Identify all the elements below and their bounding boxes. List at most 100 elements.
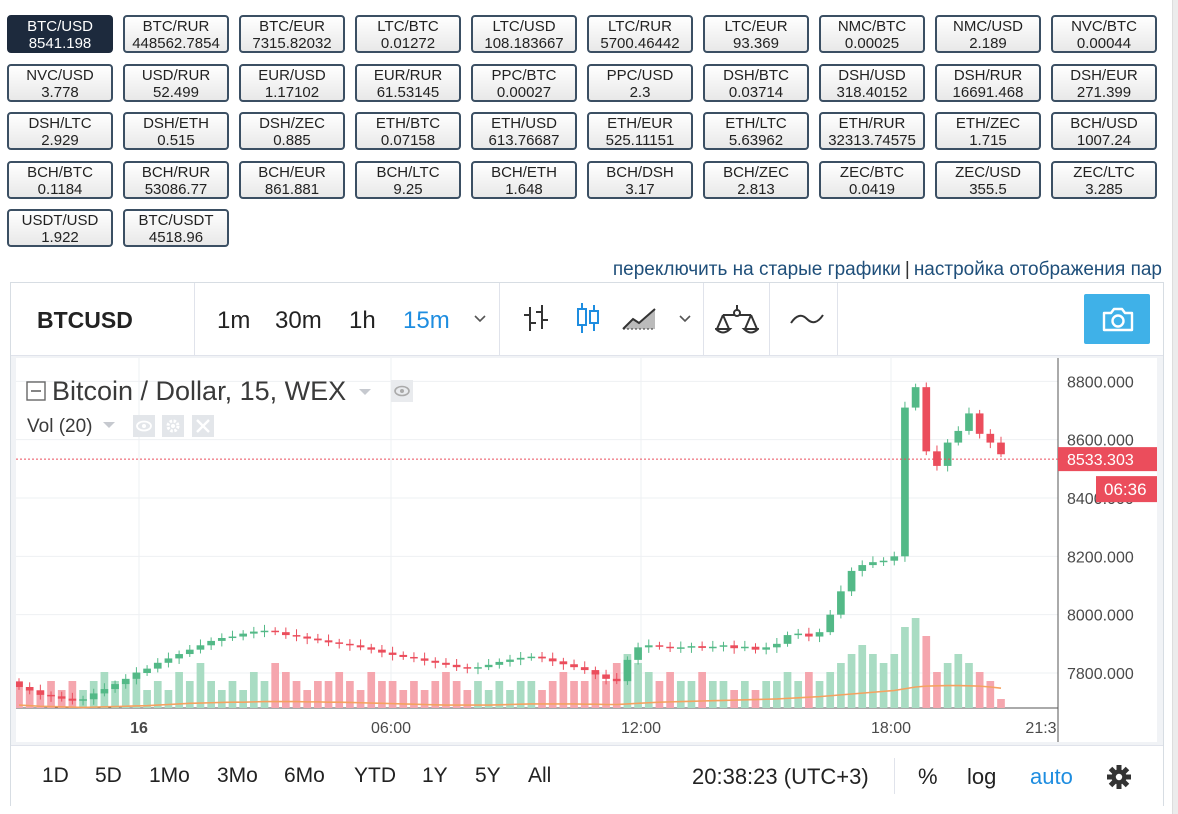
pair-button-bch-usd[interactable]: BCH/USD 1007.24 (1051, 112, 1157, 151)
pair-button-nvc-btc[interactable]: NVC/BTC 0.00044 (1051, 15, 1157, 53)
bar-style-icon[interactable] (521, 303, 551, 335)
snapshot-button[interactable] (1084, 294, 1150, 344)
volume-menu-chevron-down-icon[interactable] (102, 420, 116, 430)
auto-scale-toggle[interactable]: auto (1030, 764, 1073, 789)
interval-1m[interactable]: 1m (217, 307, 251, 334)
pair-button-btc-usdt[interactable]: BTC/USDT 4518.96 (123, 209, 229, 248)
range-all[interactable]: All (528, 764, 552, 787)
pair-button-zec-ltc[interactable]: ZEC/LTC 3.285 (1051, 160, 1157, 199)
pair-button-bch-eur[interactable]: BCH/EUR 861.881 (239, 160, 345, 199)
pair-rate: 3.778 (41, 83, 79, 101)
volume-bar (922, 636, 931, 708)
volume-settings-gear-icon[interactable] (162, 415, 185, 437)
time-tick-label: 12:00 (621, 720, 661, 737)
pair-button-eur-usd[interactable]: EUR/USD 1.17102 (239, 63, 345, 102)
series-menu-chevron-down-icon[interactable] (358, 387, 372, 397)
interval-15m[interactable]: 15m (403, 307, 450, 334)
indicators-icon[interactable] (789, 307, 825, 331)
pair-button-eur-rur[interactable]: EUR/RUR 61.53145 (355, 63, 461, 102)
volume-bar (676, 681, 685, 708)
range-1d[interactable]: 1D (42, 764, 69, 787)
pair-button-eth-usd[interactable]: ETH/USD 613.76687 (471, 112, 577, 151)
volume-bar (591, 672, 600, 708)
volume-bar (890, 654, 899, 708)
pair-rate: 4518.96 (148, 229, 204, 247)
candle-body (16, 681, 23, 687)
pair-button-eth-ltc[interactable]: ETH/LTC 5.63962 (703, 112, 809, 151)
pair-rate: 0.1184 (37, 180, 83, 198)
log-toggle[interactable]: log (967, 764, 997, 789)
chart-style-chevron-down-icon[interactable] (677, 311, 693, 327)
range-1y[interactable]: 1Y (422, 764, 448, 787)
pair-button-bch-btc[interactable]: BCH/BTC 0.1184 (7, 160, 113, 199)
pair-button-ltc-btc[interactable]: LTC/BTC 0.01272 (355, 15, 461, 53)
interval-1h[interactable]: 1h (349, 307, 376, 334)
candle-body (335, 642, 344, 644)
pair-button-dsh-zec[interactable]: DSH/ZEC 0.885 (239, 112, 345, 151)
pair-button-bch-rur[interactable]: BCH/RUR 53086.77 (123, 160, 229, 199)
pair-button-btc-usd[interactable]: BTC/USD 8541.198 (7, 15, 113, 53)
pair-rate: 1.17102 (264, 83, 320, 101)
pair-button-eth-btc[interactable]: ETH/BTC 0.07158 (355, 112, 461, 151)
pair-button-bch-eth[interactable]: BCH/ETH 1.648 (471, 160, 577, 199)
compare-icon[interactable] (715, 301, 759, 337)
pair-button-dsh-eth[interactable]: DSH/ETH 0.515 (123, 112, 229, 151)
pair-button-ltc-rur[interactable]: LTC/RUR 5700.46442 (587, 15, 693, 53)
candle-body (847, 570, 856, 592)
interval-chevron-down-icon[interactable] (472, 311, 488, 327)
pair-button-usd-rur[interactable]: USD/RUR 52.499 (123, 63, 229, 102)
volume-bar (933, 672, 941, 708)
pair-button-nmc-usd[interactable]: NMC/USD 2.189 (935, 15, 1041, 53)
camera-icon (1102, 307, 1134, 332)
pair-button-eth-rur[interactable]: ETH/RUR 32313.74575 (819, 112, 925, 151)
price-chart[interactable]: 7800.0008000.0008200.0008400.0008600.000… (16, 358, 1157, 742)
pair-button-bch-zec[interactable]: BCH/ZEC 2.813 (703, 160, 809, 199)
range-ytd[interactable]: YTD (354, 764, 396, 787)
area-style-icon[interactable] (621, 305, 659, 333)
range-5y[interactable]: 5Y (475, 764, 501, 787)
symbol-label[interactable]: BTCUSD (37, 307, 133, 333)
display-settings-link[interactable]: настройка отображения пар (913, 259, 1162, 280)
pair-button-dsh-usd[interactable]: DSH/USD 318.40152 (819, 63, 925, 102)
interval-30m[interactable]: 30m (275, 307, 322, 334)
old-charts-link[interactable]: переключить на старые графики (612, 259, 901, 280)
pair-button-ppc-usd[interactable]: PPC/USD 2.3 (587, 63, 693, 102)
hide-volume-eye-icon[interactable] (133, 415, 156, 437)
pair-button-ltc-usd[interactable]: LTC/USD 108.183667 (471, 15, 577, 53)
range-3mo[interactable]: 3Mo (217, 764, 258, 787)
range-6mo[interactable]: 6Mo (284, 764, 325, 787)
volume-bar (666, 672, 674, 708)
range-1mo[interactable]: 1Mo (149, 764, 190, 787)
pair-button-dsh-eur[interactable]: DSH/EUR 271.399 (1051, 63, 1157, 102)
range-5d[interactable]: 5D (95, 764, 122, 787)
pair-button-eth-eur[interactable]: ETH/EUR 525.11151 (587, 112, 693, 151)
pair-name: ETH/USD (491, 115, 557, 133)
volume-bar (335, 672, 344, 708)
pair-button-zec-btc[interactable]: ZEC/BTC 0.0419 (819, 160, 925, 199)
pair-button-dsh-ltc[interactable]: DSH/LTC 2.929 (7, 112, 113, 151)
pair-button-ltc-eur[interactable]: LTC/EUR 93.369 (703, 15, 809, 53)
chart-canvas[interactable]: 7800.0008000.0008200.0008400.0008600.000… (16, 358, 1157, 742)
candle-style-icon[interactable] (573, 301, 603, 335)
candle-body (484, 664, 493, 668)
pair-button-dsh-rur[interactable]: DSH/RUR 16691.468 (935, 63, 1041, 102)
pair-button-usdt-usd[interactable]: USDT/USD 1.922 (7, 209, 113, 248)
pair-button-dsh-btc[interactable]: DSH/BTC 0.03714 (703, 63, 809, 102)
pair-button-zec-usd[interactable]: ZEC/USD 355.5 (935, 160, 1041, 199)
hide-series-eye-icon[interactable] (391, 380, 414, 402)
pair-button-bch-dsh[interactable]: BCH/DSH 3.17 (587, 160, 693, 199)
pair-button-bch-ltc[interactable]: BCH/LTC 9.25 (355, 160, 461, 199)
remove-volume-close-icon[interactable] (191, 415, 214, 437)
pair-button-nvc-usd[interactable]: NVC/USD 3.778 (7, 63, 113, 102)
candle-body (292, 635, 301, 637)
chart-settings-gear-icon[interactable] (1106, 764, 1132, 790)
pair-button-btc-eur[interactable]: BTC/EUR 7315.82032 (239, 15, 345, 53)
clock-time[interactable]: 20:38:23 (UTC+3) (692, 764, 869, 789)
percent-toggle[interactable]: % (918, 764, 938, 789)
pair-button-ppc-btc[interactable]: PPC/BTC 0.00027 (471, 63, 577, 102)
pair-button-nmc-btc[interactable]: NMC/BTC 0.00025 (819, 15, 925, 53)
pair-button-btc-rur[interactable]: BTC/RUR 448562.7854 (123, 15, 229, 53)
collapse-legend-icon[interactable] (26, 381, 46, 401)
candle-body (100, 689, 109, 694)
pair-button-eth-zec[interactable]: ETH/ZEC 1.715 (935, 112, 1041, 151)
